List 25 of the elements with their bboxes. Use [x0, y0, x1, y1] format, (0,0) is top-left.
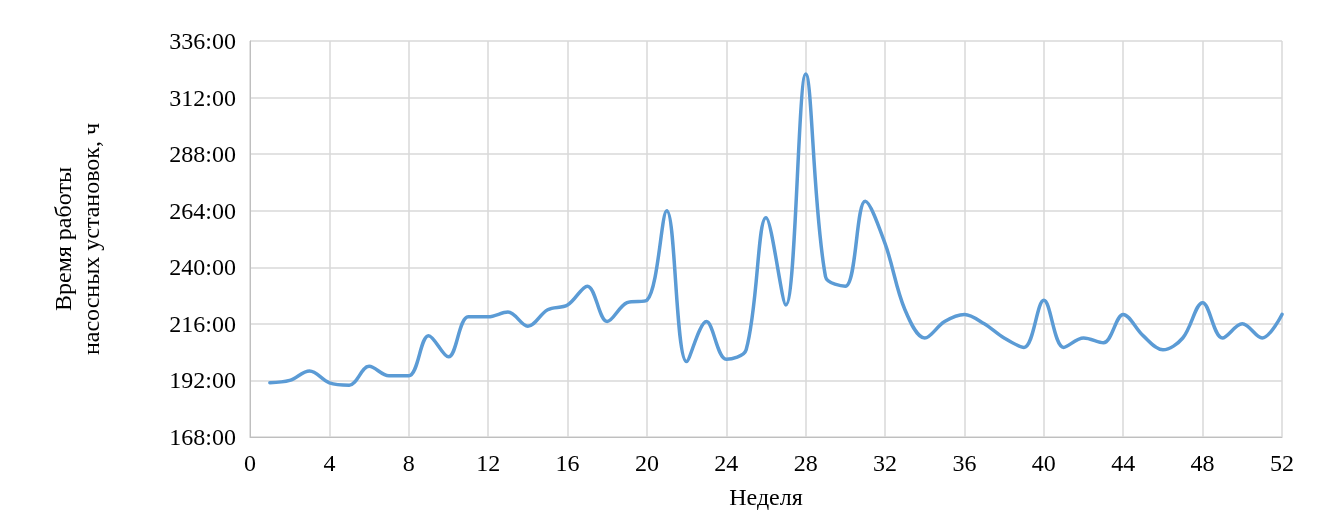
- x-tick-label: 4: [323, 450, 336, 476]
- y-tick-label: 264:00: [169, 197, 236, 224]
- x-tick-label: 8: [402, 450, 415, 476]
- x-tick-label: 48: [1190, 450, 1215, 476]
- line-series: [268, 72, 1284, 387]
- y-tick-label: 312:00: [169, 84, 236, 111]
- x-tick-label: 40: [1031, 450, 1056, 476]
- y-tick-label: 336:00: [169, 28, 236, 54]
- y-tick-label: 240:00: [169, 254, 236, 281]
- x-tick-label: 12: [476, 450, 501, 476]
- y-tick-label: 168:00: [169, 424, 236, 450]
- x-tick-label: 36: [952, 450, 977, 476]
- x-axis-title: Неделя: [729, 484, 803, 510]
- y-tick-label: 288:00: [169, 141, 236, 168]
- x-tick-label: 28: [793, 450, 818, 476]
- x-tick-label: 16: [555, 450, 580, 476]
- y-axis-title: Время работы насосных установок, ч: [50, 122, 104, 356]
- x-tick-label: 0: [244, 450, 256, 476]
- x-tick-label: 52: [1270, 450, 1294, 476]
- x-tick-label: 32: [873, 450, 898, 476]
- x-tick-label: 20: [634, 450, 659, 476]
- x-tick-label: 44: [1111, 450, 1136, 476]
- y-tick-label: 192:00: [169, 367, 236, 394]
- x-tick-label: 24: [714, 450, 739, 476]
- y-tick-label: 216:00: [169, 310, 236, 337]
